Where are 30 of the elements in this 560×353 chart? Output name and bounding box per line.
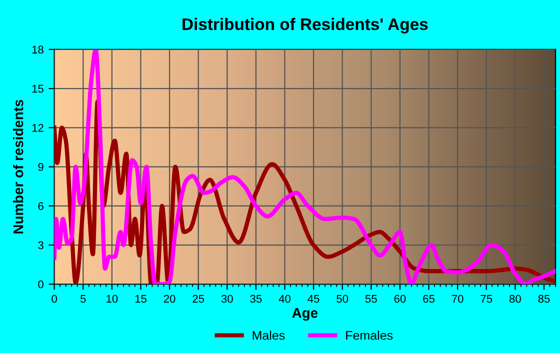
x-tick-label: 15 bbox=[135, 294, 146, 303]
x-tick-label: 70 bbox=[452, 294, 464, 303]
x-tick-label: 45 bbox=[308, 294, 320, 303]
x-tick-label: 40 bbox=[278, 294, 290, 303]
x-tick-label: 50 bbox=[336, 294, 348, 303]
x-tick-label: 5 bbox=[80, 294, 86, 303]
y-tick-label: 9 bbox=[38, 163, 44, 171]
x-tick-label: 20 bbox=[164, 294, 176, 303]
y-tick-label: 18 bbox=[32, 46, 44, 54]
y-tick-label: 15 bbox=[32, 84, 44, 93]
y-tick-label: 0 bbox=[38, 280, 44, 288]
y-tick-label: 6 bbox=[38, 202, 44, 210]
x-tick-label: 35 bbox=[250, 294, 262, 303]
x-tick-label: 30 bbox=[221, 294, 233, 303]
x-tick-label: 75 bbox=[480, 294, 492, 303]
x-tick-label: 85 bbox=[538, 294, 550, 303]
legend-label: Females bbox=[346, 330, 393, 340]
x-tick-label: 10 bbox=[106, 294, 118, 303]
y-tick-label: 3 bbox=[38, 241, 44, 250]
x-axis-title: Age bbox=[292, 308, 318, 321]
x-tick-label: 25 bbox=[192, 294, 204, 303]
x-tick-label: 65 bbox=[423, 294, 434, 303]
legend-label: Males bbox=[252, 330, 285, 340]
chart-title: Distribution of Residents' Ages bbox=[182, 18, 428, 34]
x-tick-label: 55 bbox=[365, 294, 377, 303]
y-tick-label: 12 bbox=[32, 124, 44, 132]
x-tick-label: 60 bbox=[394, 294, 406, 303]
y-axis-title: Number of residents bbox=[13, 100, 24, 234]
x-tick-label: 80 bbox=[509, 294, 521, 303]
x-tick-label: 0 bbox=[52, 294, 57, 303]
